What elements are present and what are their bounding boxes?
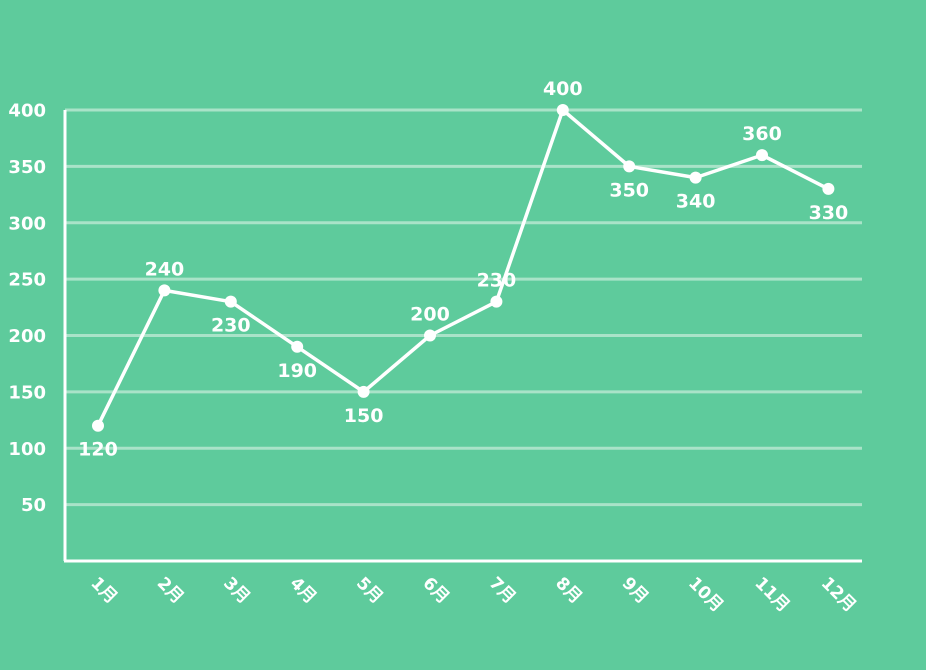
data-label: 330 (809, 202, 849, 224)
y-tick-label: 50 (21, 495, 46, 516)
data-point (424, 329, 436, 342)
data-point (689, 171, 702, 184)
data-label: 240 (145, 258, 185, 280)
x-tick-label: 9月 (618, 573, 653, 608)
data-label: 200 (410, 304, 450, 326)
x-tick-label: 4月 (286, 573, 321, 608)
data-label: 150 (344, 405, 384, 427)
data-label: 230 (477, 270, 517, 292)
data-point (158, 284, 171, 297)
data-label: 230 (211, 315, 251, 337)
y-axis-ticks: 50 100 150 200 250 300 350 400 (8, 101, 46, 517)
y-tick-label: 250 (8, 270, 46, 291)
data-point (291, 340, 304, 353)
x-tick-label: 10月 (684, 573, 727, 616)
x-tick-label: 11月 (750, 573, 793, 616)
data-point (224, 295, 237, 308)
x-tick-label: 2月 (153, 573, 188, 608)
data-point (556, 104, 569, 116)
x-tick-label: 7月 (485, 573, 520, 608)
x-axis-ticks: 1月 2月 3月 4月 5月 6月 7月 8月 9月 10月 11月 12月 (86, 573, 859, 616)
y-tick-label: 300 (8, 213, 46, 234)
data-points (92, 104, 835, 432)
x-tick-label: 8月 (551, 573, 586, 608)
x-tick-label: 12月 (817, 573, 860, 616)
data-point (357, 385, 370, 398)
y-tick-label: 400 (8, 101, 46, 122)
x-tick-label: 3月 (219, 573, 254, 608)
x-tick-label: 5月 (352, 573, 387, 608)
data-label: 190 (277, 360, 317, 382)
data-label: 340 (676, 191, 716, 213)
data-point (623, 160, 636, 173)
series-line (96, 108, 830, 427)
data-labels: 120 240 230 190 150 200 230 400 350 340 360 330 (78, 78, 848, 461)
y-tick-label: 150 (8, 382, 46, 403)
data-point (490, 295, 503, 308)
data-point (92, 419, 104, 432)
data-label: 400 (543, 78, 583, 100)
data-label: 360 (742, 123, 782, 145)
data-label: 350 (609, 179, 649, 201)
data-point (756, 149, 768, 162)
data-point (822, 182, 835, 195)
y-tick-label: 100 (8, 439, 46, 460)
x-tick-label: 6月 (418, 573, 453, 608)
y-tick-label: 350 (8, 157, 46, 178)
x-tick-label: 1月 (86, 573, 121, 608)
gridlines (65, 108, 862, 507)
data-label: 120 (78, 439, 118, 461)
y-tick-label: 200 (8, 326, 46, 347)
